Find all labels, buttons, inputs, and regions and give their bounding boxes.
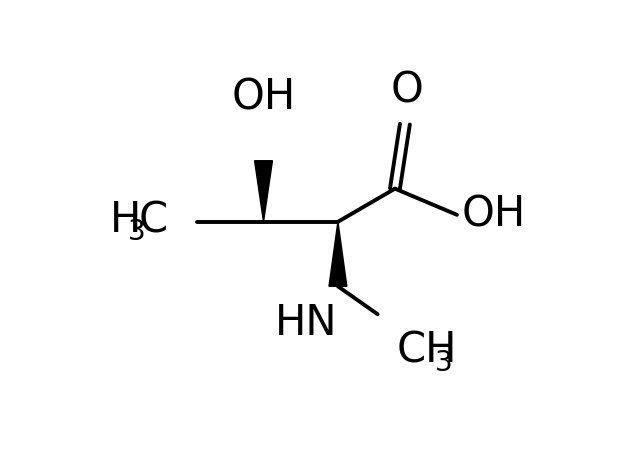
Text: O: O — [391, 70, 424, 112]
Text: OH: OH — [462, 194, 526, 236]
Polygon shape — [329, 222, 347, 286]
Text: H: H — [110, 199, 141, 241]
Text: 3: 3 — [435, 349, 452, 377]
Text: 3: 3 — [128, 218, 146, 246]
Text: CH: CH — [396, 330, 457, 372]
Text: OH: OH — [232, 77, 296, 119]
Text: HN: HN — [275, 302, 337, 344]
Text: C: C — [138, 199, 168, 241]
Polygon shape — [255, 161, 273, 222]
